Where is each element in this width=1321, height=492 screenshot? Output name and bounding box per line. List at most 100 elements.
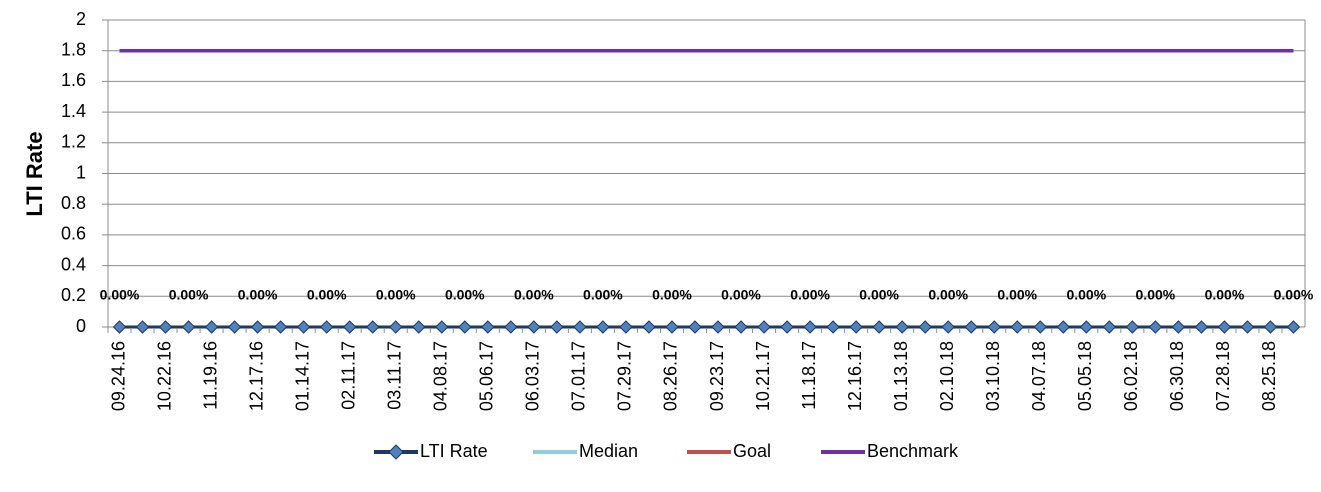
data-point bbox=[527, 320, 541, 334]
data-point bbox=[135, 320, 150, 334]
data-point bbox=[158, 320, 173, 334]
y-tick-label: 1.8 bbox=[61, 39, 86, 59]
x-tick-label: 03.11.17 bbox=[384, 341, 404, 410]
x-tick-label: 11.18.17 bbox=[799, 341, 819, 410]
data-label: 0.00% bbox=[790, 287, 830, 303]
data-point bbox=[872, 320, 886, 334]
y-axis-title: LTI Rate bbox=[22, 131, 47, 216]
data-point bbox=[550, 320, 564, 334]
y-tick-label: 0.6 bbox=[61, 224, 86, 244]
x-tick-label: 04.08.17 bbox=[431, 341, 451, 411]
data-point bbox=[918, 320, 932, 334]
data-label: 0.00% bbox=[859, 287, 899, 303]
data-point bbox=[849, 320, 863, 334]
x-tick-label: 08.26.17 bbox=[661, 341, 681, 411]
x-tick-label: 10.22.16 bbox=[154, 341, 174, 411]
data-point bbox=[342, 320, 357, 334]
x-tick-label: 06.30.18 bbox=[1167, 341, 1187, 411]
data-point bbox=[642, 320, 656, 334]
x-tick-label: 10.21.17 bbox=[753, 341, 773, 411]
data-point bbox=[1286, 320, 1301, 334]
data-point bbox=[826, 320, 840, 334]
x-tick-label: 09.23.17 bbox=[707, 341, 727, 411]
data-point bbox=[1263, 320, 1278, 334]
data-point bbox=[112, 320, 127, 334]
data-point bbox=[1148, 320, 1163, 334]
x-tick-label: 06.03.17 bbox=[523, 341, 543, 411]
data-point bbox=[481, 320, 495, 334]
data-point bbox=[964, 320, 978, 334]
x-tick-label: 12.17.16 bbox=[246, 341, 266, 411]
data-label: 0.00% bbox=[1066, 287, 1106, 303]
x-tick-label: 08.25.18 bbox=[1259, 341, 1279, 411]
data-point bbox=[273, 320, 288, 334]
y-tick-label: 0.8 bbox=[61, 193, 86, 213]
x-tick-label: 05.06.17 bbox=[477, 341, 497, 411]
x-tick-label: 11.19.16 bbox=[200, 341, 220, 410]
data-point bbox=[1079, 320, 1094, 334]
data-label: 0.00% bbox=[376, 287, 416, 303]
x-tick-label: 02.11.17 bbox=[338, 341, 358, 410]
data-point bbox=[1194, 320, 1209, 334]
data-point bbox=[504, 320, 518, 334]
legend-label: LTI Rate bbox=[420, 441, 488, 461]
data-point bbox=[734, 320, 748, 334]
x-tick-label: 06.02.18 bbox=[1121, 341, 1141, 411]
data-label: 0.00% bbox=[1205, 287, 1245, 303]
x-tick-label: 09.24.16 bbox=[108, 341, 128, 411]
data-point bbox=[296, 320, 311, 334]
data-point bbox=[319, 320, 334, 334]
data-point bbox=[941, 320, 955, 334]
data-label: 0.00% bbox=[100, 287, 140, 303]
x-tick-label: 04.07.18 bbox=[1029, 341, 1049, 411]
data-point bbox=[619, 320, 633, 334]
y-tick-label: 2 bbox=[76, 9, 86, 29]
data-point bbox=[596, 320, 610, 334]
data-point bbox=[181, 320, 196, 334]
data-point bbox=[987, 320, 1001, 334]
data-point bbox=[1217, 320, 1232, 334]
data-point bbox=[1010, 320, 1024, 334]
x-tick-label: 07.28.18 bbox=[1213, 341, 1233, 411]
data-point bbox=[204, 320, 219, 334]
y-tick-label: 0.4 bbox=[61, 254, 86, 274]
x-tick-label: 05.05.18 bbox=[1075, 341, 1095, 411]
y-tick-label: 1.6 bbox=[61, 70, 86, 90]
data-label: 0.00% bbox=[1274, 287, 1314, 303]
data-point bbox=[803, 320, 817, 334]
data-point bbox=[412, 320, 426, 334]
data-label: 0.00% bbox=[445, 287, 485, 303]
data-point bbox=[250, 320, 265, 334]
y-tick-label: 0 bbox=[76, 316, 86, 336]
data-point bbox=[366, 320, 380, 334]
x-tick-label: 12.16.17 bbox=[845, 341, 865, 411]
data-point bbox=[435, 320, 449, 334]
data-label: 0.00% bbox=[928, 287, 968, 303]
data-point bbox=[688, 320, 702, 334]
data-label: 0.00% bbox=[238, 287, 278, 303]
data-point bbox=[389, 320, 403, 334]
legend-marker bbox=[388, 444, 404, 460]
data-label: 0.00% bbox=[514, 287, 554, 303]
y-tick-label: 1 bbox=[76, 162, 86, 182]
data-point bbox=[711, 320, 725, 334]
x-tick-label: 03.10.18 bbox=[983, 341, 1003, 411]
data-point bbox=[1125, 320, 1140, 334]
data-point bbox=[1102, 320, 1117, 334]
y-tick-label: 1.2 bbox=[61, 132, 86, 152]
data-label: 0.00% bbox=[169, 287, 209, 303]
y-tick-label: 1.4 bbox=[61, 101, 86, 121]
data-point bbox=[780, 320, 794, 334]
data-label: 0.00% bbox=[721, 287, 761, 303]
legend-label: Goal bbox=[733, 441, 771, 461]
legend-label: Median bbox=[579, 441, 638, 461]
data-label: 0.00% bbox=[583, 287, 623, 303]
data-label: 0.00% bbox=[1136, 287, 1176, 303]
data-point bbox=[1033, 320, 1047, 334]
x-tick-label: 01.14.17 bbox=[292, 341, 312, 411]
data-point bbox=[1240, 320, 1255, 334]
data-point bbox=[573, 320, 587, 334]
y-tick-label: 0.2 bbox=[61, 285, 86, 305]
x-tick-label: 01.13.18 bbox=[891, 341, 911, 411]
